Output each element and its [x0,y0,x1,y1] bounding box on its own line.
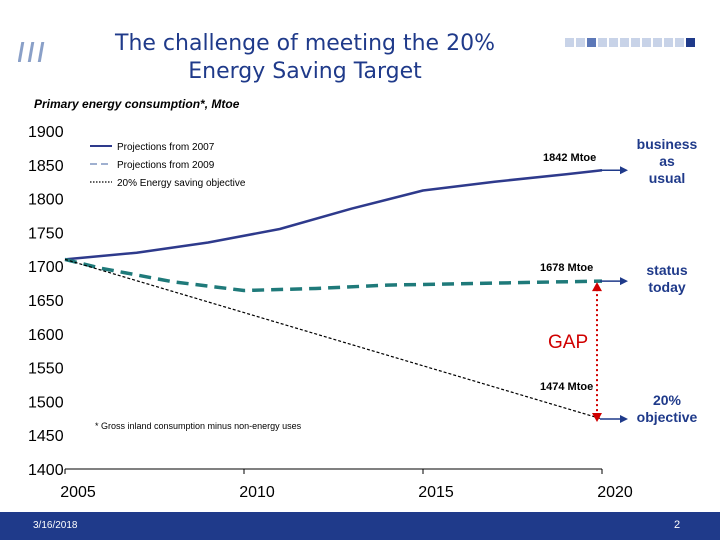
y-tick-label: 1650 [28,293,64,310]
y-tick-label: 1550 [28,361,64,378]
bau-callout: business as usual [627,136,707,187]
objective-arrow-head [620,414,628,423]
chart-subtitle: Primary energy consumption*, Mtoe [34,97,240,111]
footnote: * Gross inland consumption minus non-ene… [95,421,302,431]
series-line-dotted [64,258,603,420]
page-number: 2 [674,519,681,531]
bau-value-label: 1842 Mtoe [543,152,597,164]
legend-label: Projections from 2009 [117,160,215,171]
x-tick-label: 2015 [418,484,454,501]
chart-legend: Projections from 2007 Projections from 20… [90,142,246,189]
bau-callout-line: as [659,153,675,169]
y-tick-label: 1850 [28,158,64,175]
bau-callout-line: business [636,136,698,152]
legend-label: Projections from 2007 [117,142,215,153]
footer-bar: 3/16/2018 2 [0,512,720,540]
objective-callout-line: 20% [652,392,682,408]
title-line-2: Energy Saving Target [188,59,422,84]
y-tick-label: 1700 [28,259,64,276]
x-tick-label: 2005 [60,484,96,501]
objective-callout-line: objective [636,409,698,425]
legend-label: 20% Energy saving objective [117,178,246,189]
energy-consumption-chart: 1400 1450 1500 1550 1600 1650 1700 1750 1800 1850… [28,124,633,501]
objective-value-label: 1474 Mtoe [540,381,594,393]
status-arrow-head [620,277,628,286]
gap-arrow-up [592,282,602,292]
objective-callout: 20% objective [627,392,707,426]
bau-arrow-head [620,166,628,175]
x-tick-label: 2010 [239,484,275,501]
page-title: The challenge of meeting the 20% Energy … [80,30,530,86]
status-callout: status today [627,262,707,296]
status-callout-line: today [648,279,686,295]
y-tick-label: 1900 [28,124,64,141]
x-axis: 2005 2010 2015 2020 [60,468,633,501]
gap-label: GAP [548,332,589,353]
title-line-1: The challenge of meeting the 20% [115,31,495,56]
y-tick-label: 1750 [28,225,64,242]
y-tick-label: 1800 [28,192,64,209]
series-line-dashed [64,257,603,293]
series-line-solid [64,168,603,261]
decorative-squares-icon [565,38,695,47]
y-tick-label: 1400 [28,462,64,479]
y-tick-label: 1600 [28,327,64,344]
status-callout-line: status [646,262,688,278]
x-tick-label: 2020 [597,484,633,501]
chart-series [64,166,628,423]
gap-arrow-down [592,412,602,422]
y-tick-label: 1450 [28,428,64,445]
eu-logo-icon [18,42,45,62]
bau-callout-line: usual [648,170,686,186]
status-value-label: 1678 Mtoe [540,262,594,274]
y-axis: 1400 1450 1500 1550 1600 1650 1700 1750 1800 1850… [28,124,64,479]
y-tick-label: 1500 [28,394,64,411]
gap-arrows [592,282,602,422]
footer-date: 3/16/2018 [33,520,78,531]
